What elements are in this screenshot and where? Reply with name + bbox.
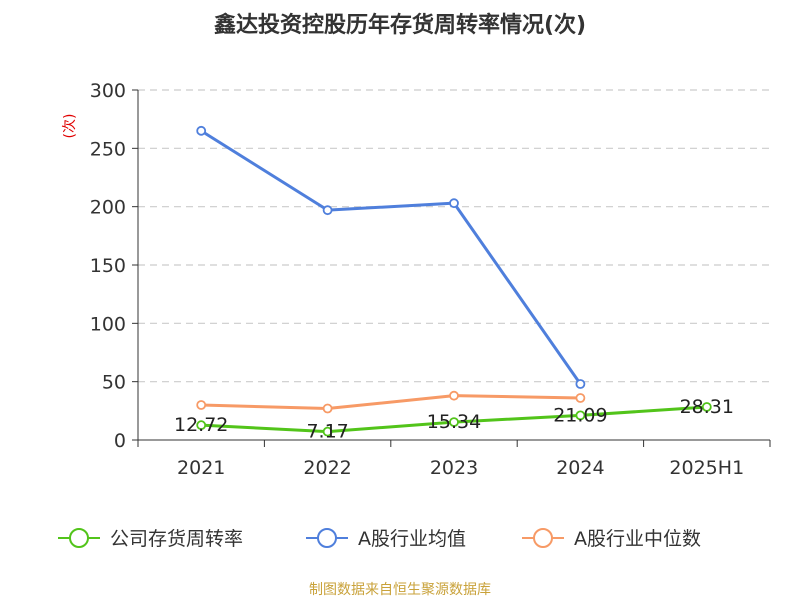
- x-tick-label: 2024: [556, 457, 604, 479]
- legend: 公司存货周转率 A股行业均值 A股行业中位数: [58, 528, 701, 550]
- data-label: 15.34: [427, 411, 481, 433]
- x-tick-label: 2023: [430, 457, 478, 479]
- data-point: [449, 198, 459, 209]
- data-point: [196, 125, 207, 136]
- x-tick-label: 2025H1: [669, 457, 744, 479]
- data-point: [575, 393, 586, 403]
- data-point: [196, 420, 207, 431]
- data-point: [449, 417, 459, 428]
- y-tick-label: 150: [90, 255, 126, 277]
- legend-marker-icon: [317, 528, 337, 548]
- legend-marker-icon: [533, 528, 553, 548]
- data-label: 12.72: [174, 414, 228, 436]
- y-axis-label: (次): [62, 114, 78, 139]
- source-note: 制图数据来自恒生聚源数据库: [309, 582, 491, 598]
- y-tick-label: 200: [90, 197, 126, 219]
- series-line: [200, 129, 582, 385]
- data-point: [449, 390, 459, 401]
- data-point: [196, 400, 207, 410]
- y-tick-label: 50: [102, 372, 126, 394]
- data-point: [322, 426, 333, 437]
- series: [196, 125, 712, 437]
- y-tick-label: 300: [90, 80, 126, 102]
- chart-title: 鑫达投资控股历年存货周转率情况(次): [214, 12, 586, 38]
- data-point: [575, 379, 586, 389]
- y-tick-label: 0: [114, 430, 126, 452]
- data-point: [701, 402, 712, 412]
- data-point: [575, 410, 586, 421]
- x-tick-label: 2022: [303, 457, 351, 479]
- y-tick-label: 100: [90, 313, 126, 335]
- legend-label: 公司存货周转率: [110, 528, 243, 550]
- data-point: [322, 205, 333, 216]
- x-tick-label: 2021: [177, 457, 225, 479]
- legend-marker-icon: [69, 528, 89, 548]
- y-tick-label: 250: [90, 138, 126, 160]
- legend-label: A股行业均值: [358, 528, 466, 550]
- data-point: [322, 403, 333, 414]
- grid: [138, 89, 770, 383]
- data-label: 21.09: [553, 404, 607, 426]
- data-labels: 12.72 7.17 15.34 21.09 28.31: [174, 396, 734, 443]
- data-label: 7.17: [306, 421, 348, 443]
- legend-label: A股行业中位数: [574, 528, 701, 550]
- data-label: 28.31: [680, 396, 734, 418]
- axes: 0 50 100 150 200 250 300 2021 2022 2023 2024 2025H1: [90, 80, 771, 479]
- series-line: [201, 394, 581, 410]
